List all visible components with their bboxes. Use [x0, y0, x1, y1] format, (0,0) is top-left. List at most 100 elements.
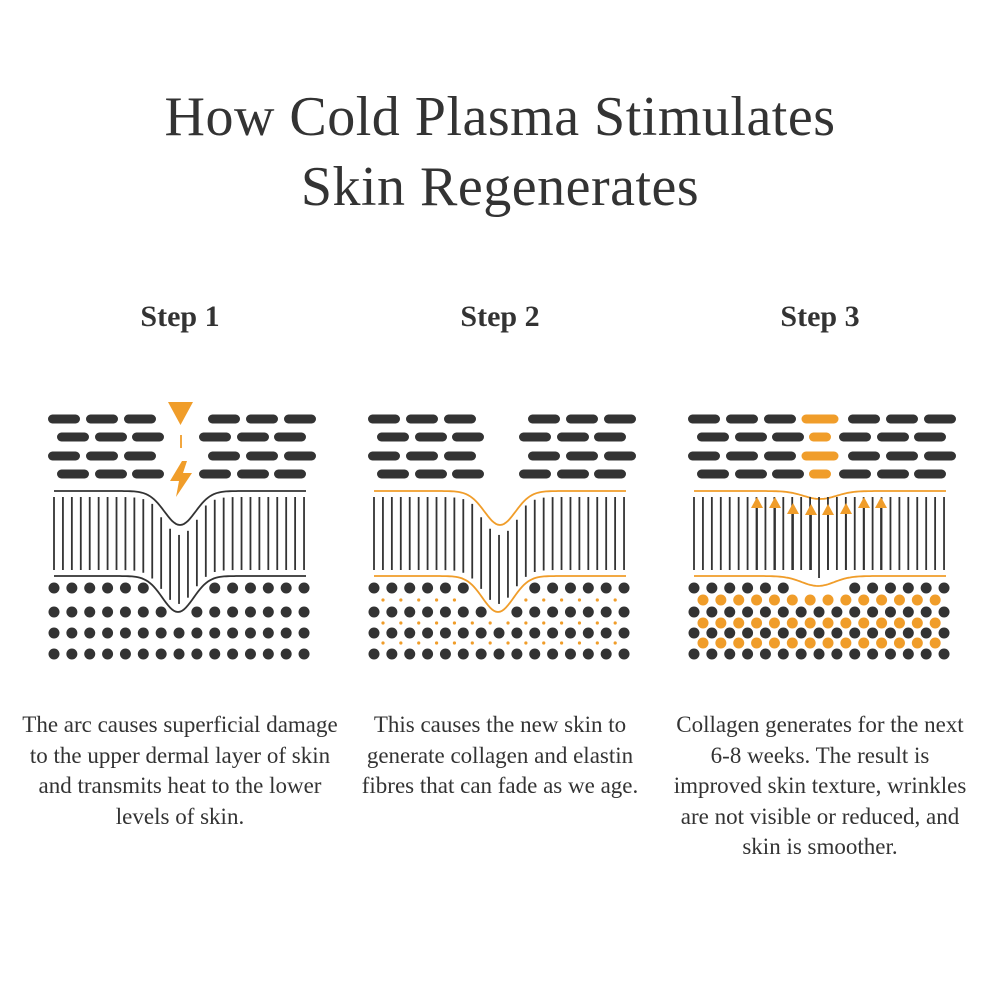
dermal-cell — [137, 606, 149, 618]
dermal-cell — [742, 606, 754, 618]
dermal-cell — [742, 582, 754, 594]
dermal-cell — [920, 627, 932, 639]
new-collagen-cell — [840, 617, 852, 629]
dermal-cell — [688, 606, 700, 618]
dermal-cell — [547, 582, 559, 594]
elastin-particle — [488, 641, 492, 645]
dermal-cell — [920, 606, 932, 618]
dermal-cell — [742, 648, 754, 660]
down-triangle-icon — [168, 402, 193, 425]
dermal-cell — [66, 648, 78, 660]
epidermis-cell — [415, 469, 447, 479]
new-collagen-cell — [893, 617, 905, 629]
dermal-cell — [227, 627, 239, 639]
dermal-cell — [84, 606, 96, 618]
dermal-cell — [564, 606, 576, 618]
dermal-cell — [706, 606, 718, 618]
dermis-lower-boundary — [374, 575, 626, 613]
epidermis-cell — [735, 432, 767, 442]
dermal-cell — [706, 648, 718, 660]
dermal-cell — [742, 627, 754, 639]
epidermis-cell — [877, 469, 909, 479]
dermal-cell — [849, 606, 861, 618]
title-line-1: How Cold Plasma Stimulates — [164, 86, 836, 148]
dermal-cell — [173, 648, 185, 660]
dermal-cell — [280, 582, 292, 594]
epidermis-cell — [48, 414, 80, 424]
step-description: This causes the new skin to generate col… — [361, 712, 639, 798]
new-collagen-cell — [840, 637, 852, 649]
dermal-cell — [831, 648, 843, 660]
epidermis-cell — [697, 432, 729, 442]
dermal-cell — [493, 627, 505, 639]
epidermis-cell — [377, 432, 409, 442]
dermal-cell — [386, 582, 398, 594]
dermal-cell — [422, 627, 434, 639]
up-arrow-icon — [751, 497, 763, 508]
epidermis-cell — [284, 451, 316, 461]
elastin-particle — [381, 621, 385, 625]
dermal-cell — [547, 648, 559, 660]
dermal-cell — [119, 582, 131, 594]
elastin-particle — [560, 598, 564, 602]
dermal-cell — [209, 648, 221, 660]
dermal-cell — [938, 606, 950, 618]
new-collagen-cell — [929, 637, 941, 649]
elastin-particle — [381, 641, 385, 645]
dermal-cell — [938, 627, 950, 639]
epidermis-cell — [274, 469, 306, 479]
dermal-cell — [582, 648, 594, 660]
dermal-cell — [724, 606, 736, 618]
page-title: How Cold Plasma Stimulates Skin Regenera… — [0, 82, 1000, 222]
step-2: Step 2 This causes the new skin to gener… — [340, 300, 660, 798]
dermal-cell — [404, 606, 416, 618]
dermal-cell — [386, 606, 398, 618]
dermal-cell — [404, 627, 416, 639]
elastin-particle — [452, 641, 457, 645]
dermal-cell — [137, 627, 149, 639]
epidermis-cell — [566, 451, 598, 461]
epidermis-cell — [208, 451, 240, 461]
dermal-cell — [759, 606, 771, 618]
epidermis-cell — [377, 469, 409, 479]
dermis-lower-boundary — [54, 575, 306, 613]
elastin-particle — [595, 598, 599, 602]
step-3: Step 3 Collagen generates for the next 6… — [660, 300, 980, 859]
up-arrow-icon — [787, 503, 799, 514]
epidermis-cell — [452, 432, 484, 442]
dermal-cell — [137, 648, 149, 660]
dermal-cell — [564, 627, 576, 639]
dermal-cell — [582, 627, 594, 639]
elastin-particle — [381, 598, 385, 602]
epidermis-cell — [284, 414, 316, 424]
dermal-cell — [155, 648, 167, 660]
epidermis-cell — [406, 451, 438, 461]
epidermis-cell — [886, 451, 918, 461]
dermal-cell — [547, 606, 559, 618]
dermal-cell — [119, 606, 131, 618]
up-arrow-icon — [858, 497, 870, 508]
epidermis-cell — [95, 432, 127, 442]
dermis-lower-boundary — [694, 575, 946, 587]
new-collagen-cell — [733, 617, 745, 629]
new-collagen-cell — [822, 594, 834, 606]
dermal-cell — [66, 582, 78, 594]
dermal-cell — [706, 582, 718, 594]
dermal-cell — [902, 582, 914, 594]
dermal-cell — [529, 606, 541, 618]
epidermis-cell — [848, 414, 880, 424]
epidermis-cell — [274, 432, 306, 442]
new-collagen-cell — [715, 594, 727, 606]
dermal-cell — [529, 627, 541, 639]
epidermis-cell — [368, 414, 400, 424]
dermal-cell — [600, 627, 612, 639]
epidermis-cell — [519, 469, 551, 479]
dermal-cell — [48, 606, 60, 618]
dermal-cell — [298, 648, 310, 660]
elastin-particle — [524, 641, 528, 645]
dermal-cell — [244, 627, 256, 639]
dermal-cell — [884, 648, 896, 660]
epidermis-cell — [86, 414, 118, 424]
epidermis-cell — [688, 414, 720, 424]
new-collagen-cell — [876, 617, 888, 629]
